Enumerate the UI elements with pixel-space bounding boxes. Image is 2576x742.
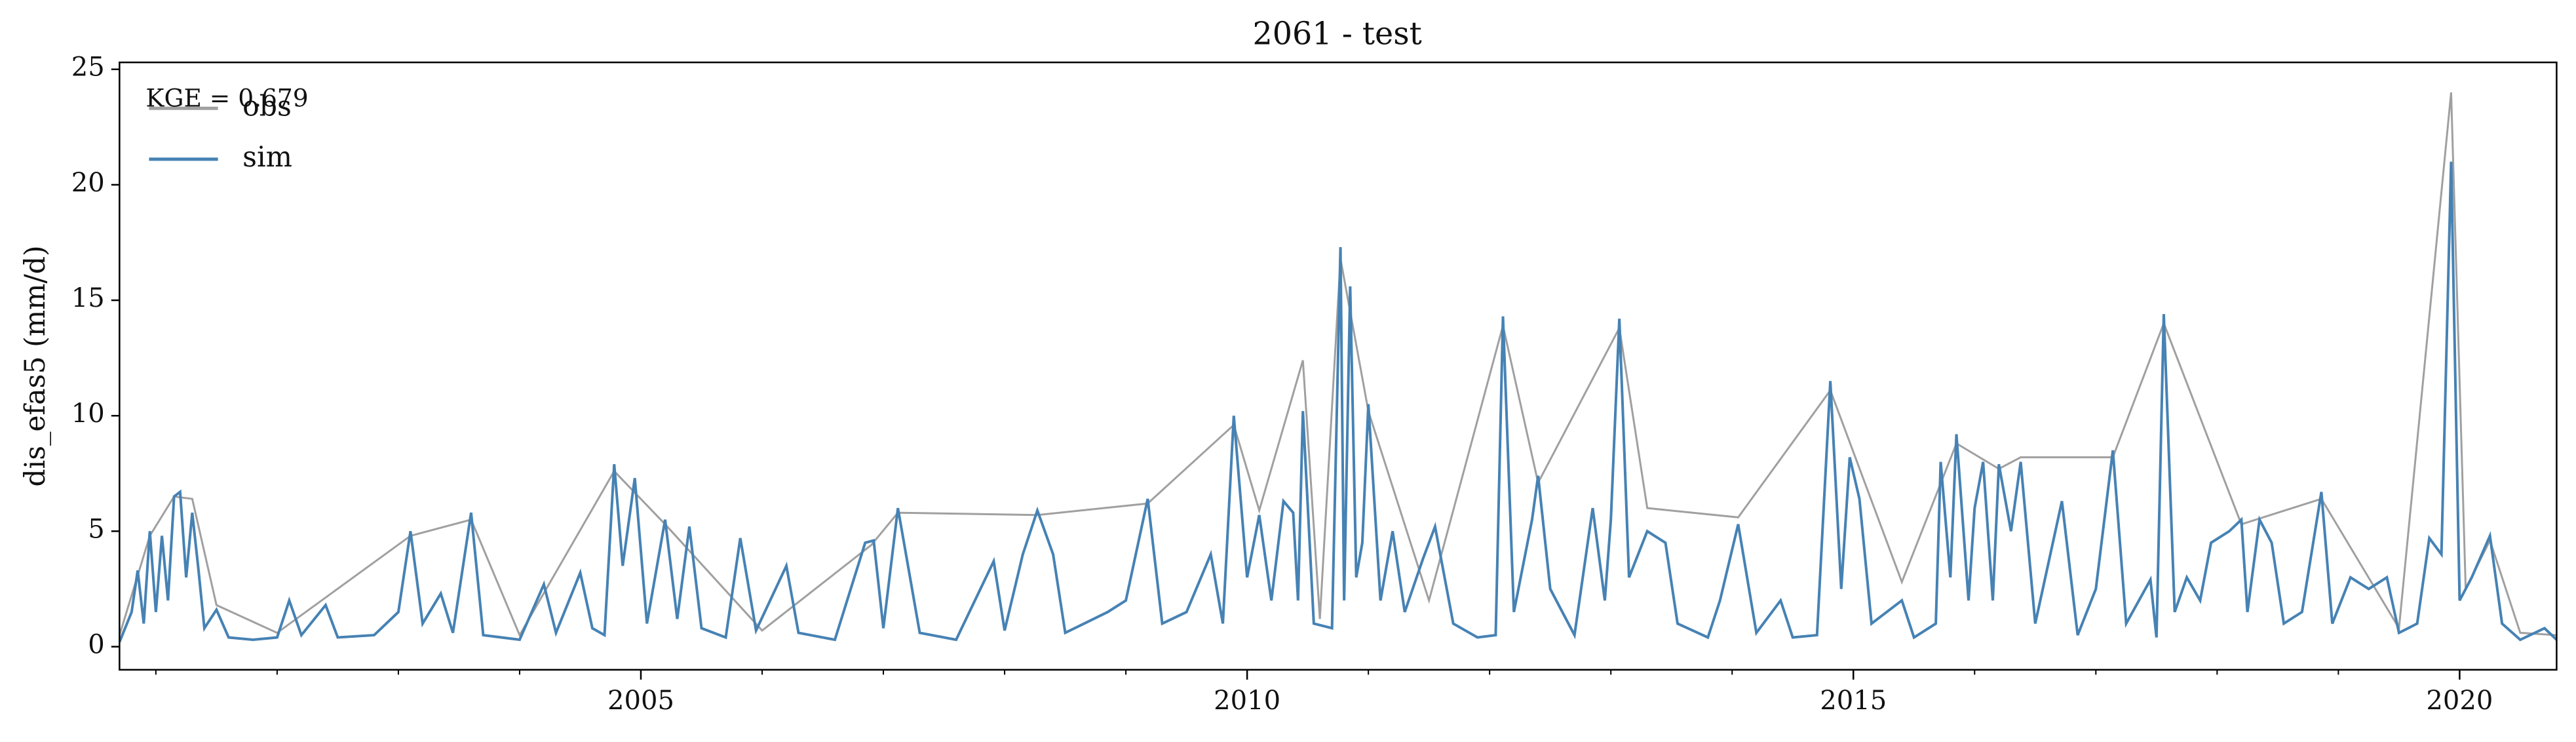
annotation: KGE = 0.679: [145, 83, 308, 112]
y-tick-label: 5: [88, 514, 105, 544]
y-tick-label: 15: [71, 283, 105, 313]
y-axis-label: dis_efas5 (mm/d): [19, 245, 52, 486]
series-line: [119, 161, 2557, 643]
y-tick-label: 0: [88, 630, 105, 660]
y-tick-label: 25: [71, 52, 105, 83]
x-tick-label: 2020: [2426, 686, 2493, 716]
x-tick-label: 2010: [1214, 686, 1280, 716]
x-tick-label: 2015: [1820, 686, 1887, 716]
y-tick-label: 20: [71, 168, 105, 198]
y-tick-label: 10: [71, 399, 105, 429]
legend-label: obs: [242, 90, 292, 123]
x-tick-label: 2005: [607, 686, 674, 716]
legend-label: sim: [242, 141, 292, 174]
chart-title: 2061 - test: [1253, 16, 1422, 52]
plot-frame: [119, 61, 2558, 671]
